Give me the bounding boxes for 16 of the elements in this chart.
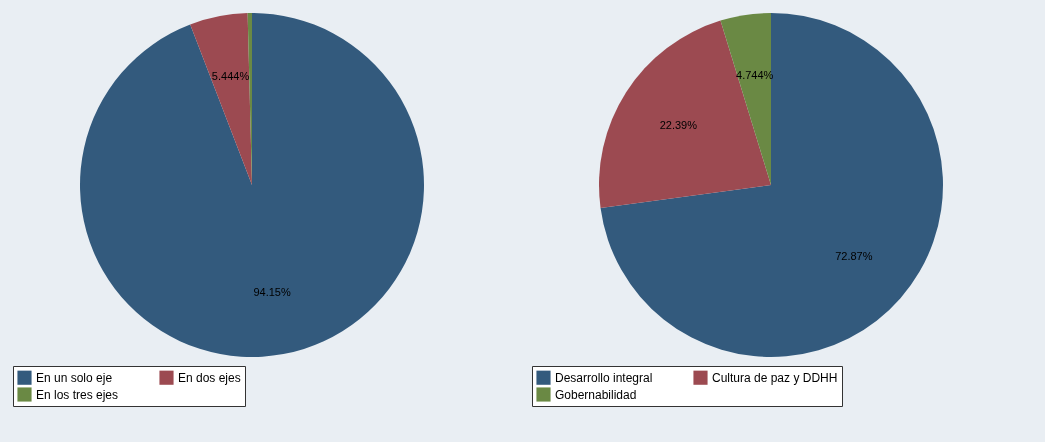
- pie-slice: [190, 13, 252, 185]
- data-label: 72.87%: [835, 250, 873, 263]
- legend-label: Cultura de paz y DDHH: [712, 370, 838, 385]
- legend-label: En dos ejes: [178, 370, 241, 385]
- legend-label: En los tres ejes: [36, 387, 119, 402]
- legend-label: Desarrollo integral: [555, 370, 653, 385]
- pie-slice: [600, 13, 943, 357]
- data-label: 22.39%: [659, 118, 698, 131]
- legend-label: En un solo eje: [36, 370, 113, 385]
- data-label: 4.744%: [736, 69, 774, 82]
- legend-label: Gobernabilidad: [555, 387, 637, 402]
- data-label: 94.15%: [253, 286, 291, 299]
- pie-slice: [80, 13, 424, 357]
- data-label: 5.444%: [211, 70, 250, 83]
- pie-slice: [599, 20, 771, 208]
- pie-slice: [720, 13, 771, 185]
